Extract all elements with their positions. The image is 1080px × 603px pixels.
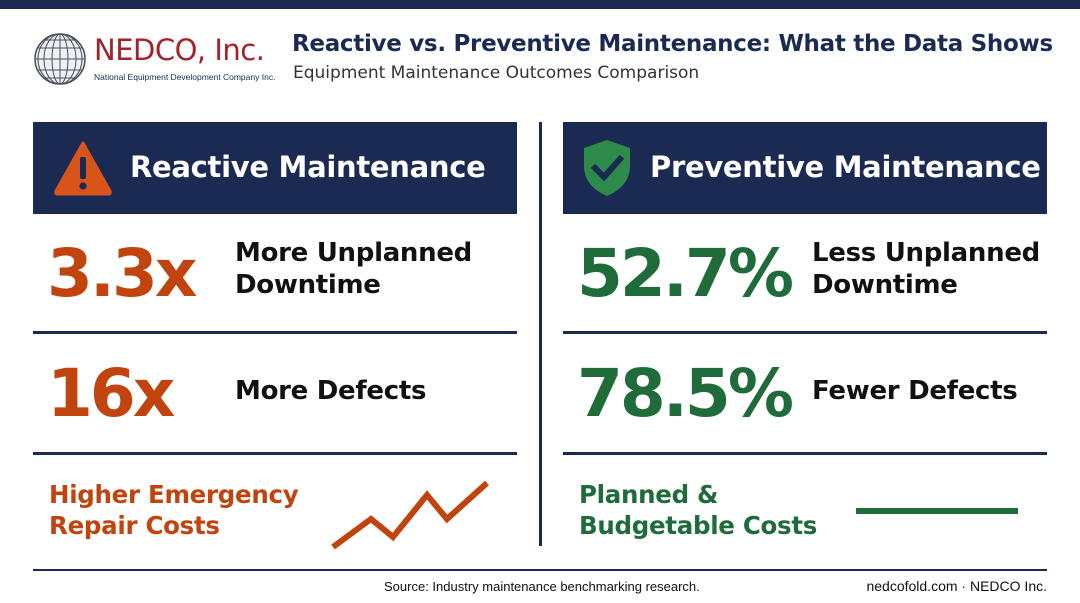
nedco-logo: NEDCO, Inc. National Equipment Developme… (32, 31, 292, 87)
stat-row: 3.3x More Unplanned Downtime (33, 214, 517, 334)
globe-icon (34, 33, 86, 85)
preventive-heading: Preventive Maintenance (650, 150, 1041, 184)
preventive-column: Preventive Maintenance 52.7% Less Unplan… (563, 122, 1047, 565)
top-accent-bar (0, 0, 1080, 9)
stat-label: Less Unplanned Downtime (812, 238, 1040, 300)
stat-row: 52.7% Less Unplanned Downtime (563, 214, 1047, 334)
reactive-header: Reactive Maintenance (33, 122, 517, 214)
cost-label: Planned & Budgetable Costs (579, 480, 818, 540)
shield-check-icon (584, 140, 630, 196)
reactive-heading: Reactive Maintenance (130, 150, 486, 184)
rising-zigzag-icon (331, 480, 490, 550)
brand-name: NEDCO, Inc. (94, 33, 265, 67)
flat-line-icon (856, 508, 1018, 514)
stat-label: More Defects (235, 376, 427, 406)
stat-value: 3.3x (47, 235, 197, 312)
site-credit: nedcofold.com · NEDCO Inc. (866, 578, 1047, 594)
cost-row: Planned & Budgetable Costs (563, 455, 1047, 565)
preventive-header: Preventive Maintenance (563, 122, 1047, 214)
warning-icon (54, 141, 112, 196)
stat-row: 16x More Defects (33, 334, 517, 455)
page-title: Reactive vs. Preventive Maintenance: Wha… (292, 31, 1053, 57)
page-subtitle: Equipment Maintenance Outcomes Compariso… (293, 63, 700, 83)
reactive-column: Reactive Maintenance 3.3x More Unplanned… (33, 122, 517, 565)
footer-divider (33, 569, 1047, 571)
source-note: Source: Industry maintenance benchmarkin… (384, 579, 700, 594)
stat-row: 78.5% Fewer Defects (563, 334, 1047, 455)
stat-value: 16x (47, 355, 175, 432)
stat-value: 78.5% (577, 355, 794, 432)
column-divider (539, 122, 542, 546)
cost-label: Higher Emergency Repair Costs (49, 480, 299, 540)
cost-row: Higher Emergency Repair Costs (33, 455, 517, 565)
stat-value: 52.7% (577, 235, 794, 312)
stat-label: Fewer Defects (812, 376, 1018, 406)
stat-label: More Unplanned Downtime (235, 238, 472, 300)
brand-tagline: National Equipment Development Company I… (94, 72, 276, 82)
